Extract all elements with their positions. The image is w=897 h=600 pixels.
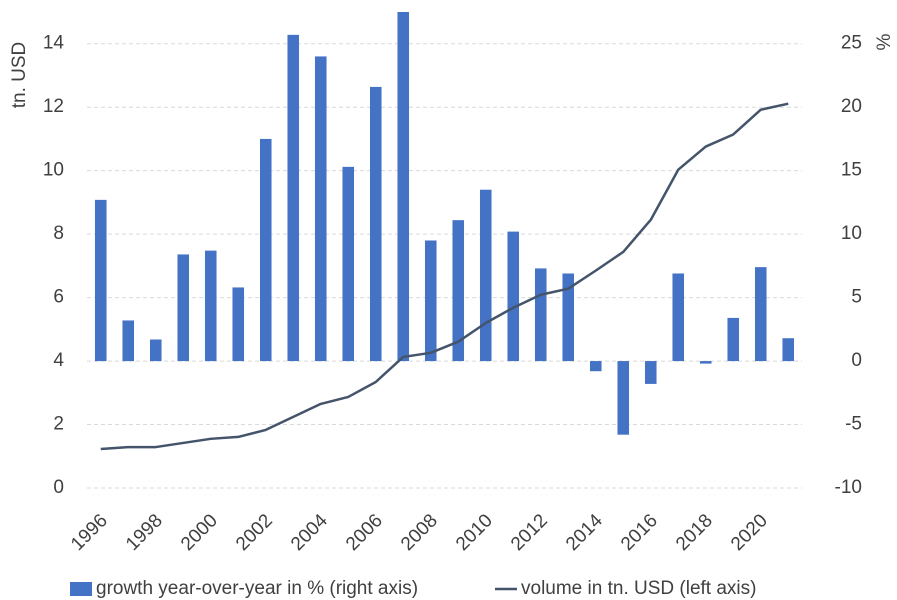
y2-tick-label: 0 xyxy=(851,350,862,371)
bar xyxy=(562,273,575,362)
x-tick-label: 2004 xyxy=(287,510,332,555)
y2-tick-label: 25 xyxy=(841,33,862,54)
bar xyxy=(314,56,327,362)
bar xyxy=(782,338,795,362)
bar xyxy=(424,240,437,362)
y2-axis-label: % xyxy=(874,33,895,50)
y-tick-label: 4 xyxy=(53,350,64,371)
plot-area xyxy=(94,12,795,451)
y-tick-label: 14 xyxy=(43,33,65,54)
bar xyxy=(149,339,162,362)
y-tick-label: 6 xyxy=(53,287,64,308)
y-tick-label: 10 xyxy=(43,160,64,181)
bar xyxy=(94,199,107,362)
bar xyxy=(754,267,767,362)
y2-tick-label: 15 xyxy=(841,160,862,181)
bar xyxy=(122,320,135,362)
bar xyxy=(259,138,272,362)
bar xyxy=(287,34,300,362)
y2-tick-label: 10 xyxy=(841,223,862,244)
bar xyxy=(479,189,492,362)
bar xyxy=(644,361,657,384)
x-tick-label: 2000 xyxy=(177,510,222,555)
x-tick-label: 2014 xyxy=(562,510,607,555)
legend-label: volume in tn. USD (left axis) xyxy=(521,578,756,599)
x-tick-label: 1996 xyxy=(67,510,112,555)
bar xyxy=(232,287,245,362)
bar xyxy=(727,317,740,362)
bar xyxy=(507,231,520,362)
bar xyxy=(452,220,465,362)
bar xyxy=(342,166,355,362)
bar xyxy=(177,254,190,362)
legend-label: growth year-over-year in % (right axis) xyxy=(96,578,418,599)
bar xyxy=(672,273,685,362)
y2-tick-label: -10 xyxy=(835,477,862,498)
y-tick-label: 12 xyxy=(43,96,64,117)
bar xyxy=(369,86,382,362)
x-tick-label: 2006 xyxy=(342,510,387,555)
y2-tick-label: 20 xyxy=(841,96,862,117)
y2-tick-label: -5 xyxy=(845,414,862,435)
bar xyxy=(397,12,410,362)
legend-swatch xyxy=(70,582,92,596)
y-tick-label: 0 xyxy=(53,477,64,498)
y-axis-label: tn. USD xyxy=(9,42,30,109)
x-tick-label: 1998 xyxy=(122,510,167,555)
y2-tick-label: 5 xyxy=(851,287,862,308)
bar xyxy=(589,361,602,372)
y-tick-label: 8 xyxy=(53,223,64,244)
bar xyxy=(699,361,712,364)
x-tick-label: 2018 xyxy=(672,510,717,555)
line xyxy=(100,102,789,451)
y-tick-label: 2 xyxy=(53,414,64,435)
bar xyxy=(204,250,217,362)
x-tick-label: 2002 xyxy=(232,510,277,555)
x-tick-label: 2008 xyxy=(397,510,442,555)
bar xyxy=(617,361,630,435)
x-tick-label: 2016 xyxy=(617,510,662,555)
bar xyxy=(534,268,547,362)
x-tick-label: 2020 xyxy=(727,510,772,555)
x-tick-label: 2010 xyxy=(452,510,497,555)
x-tick-label: 2012 xyxy=(507,510,552,555)
